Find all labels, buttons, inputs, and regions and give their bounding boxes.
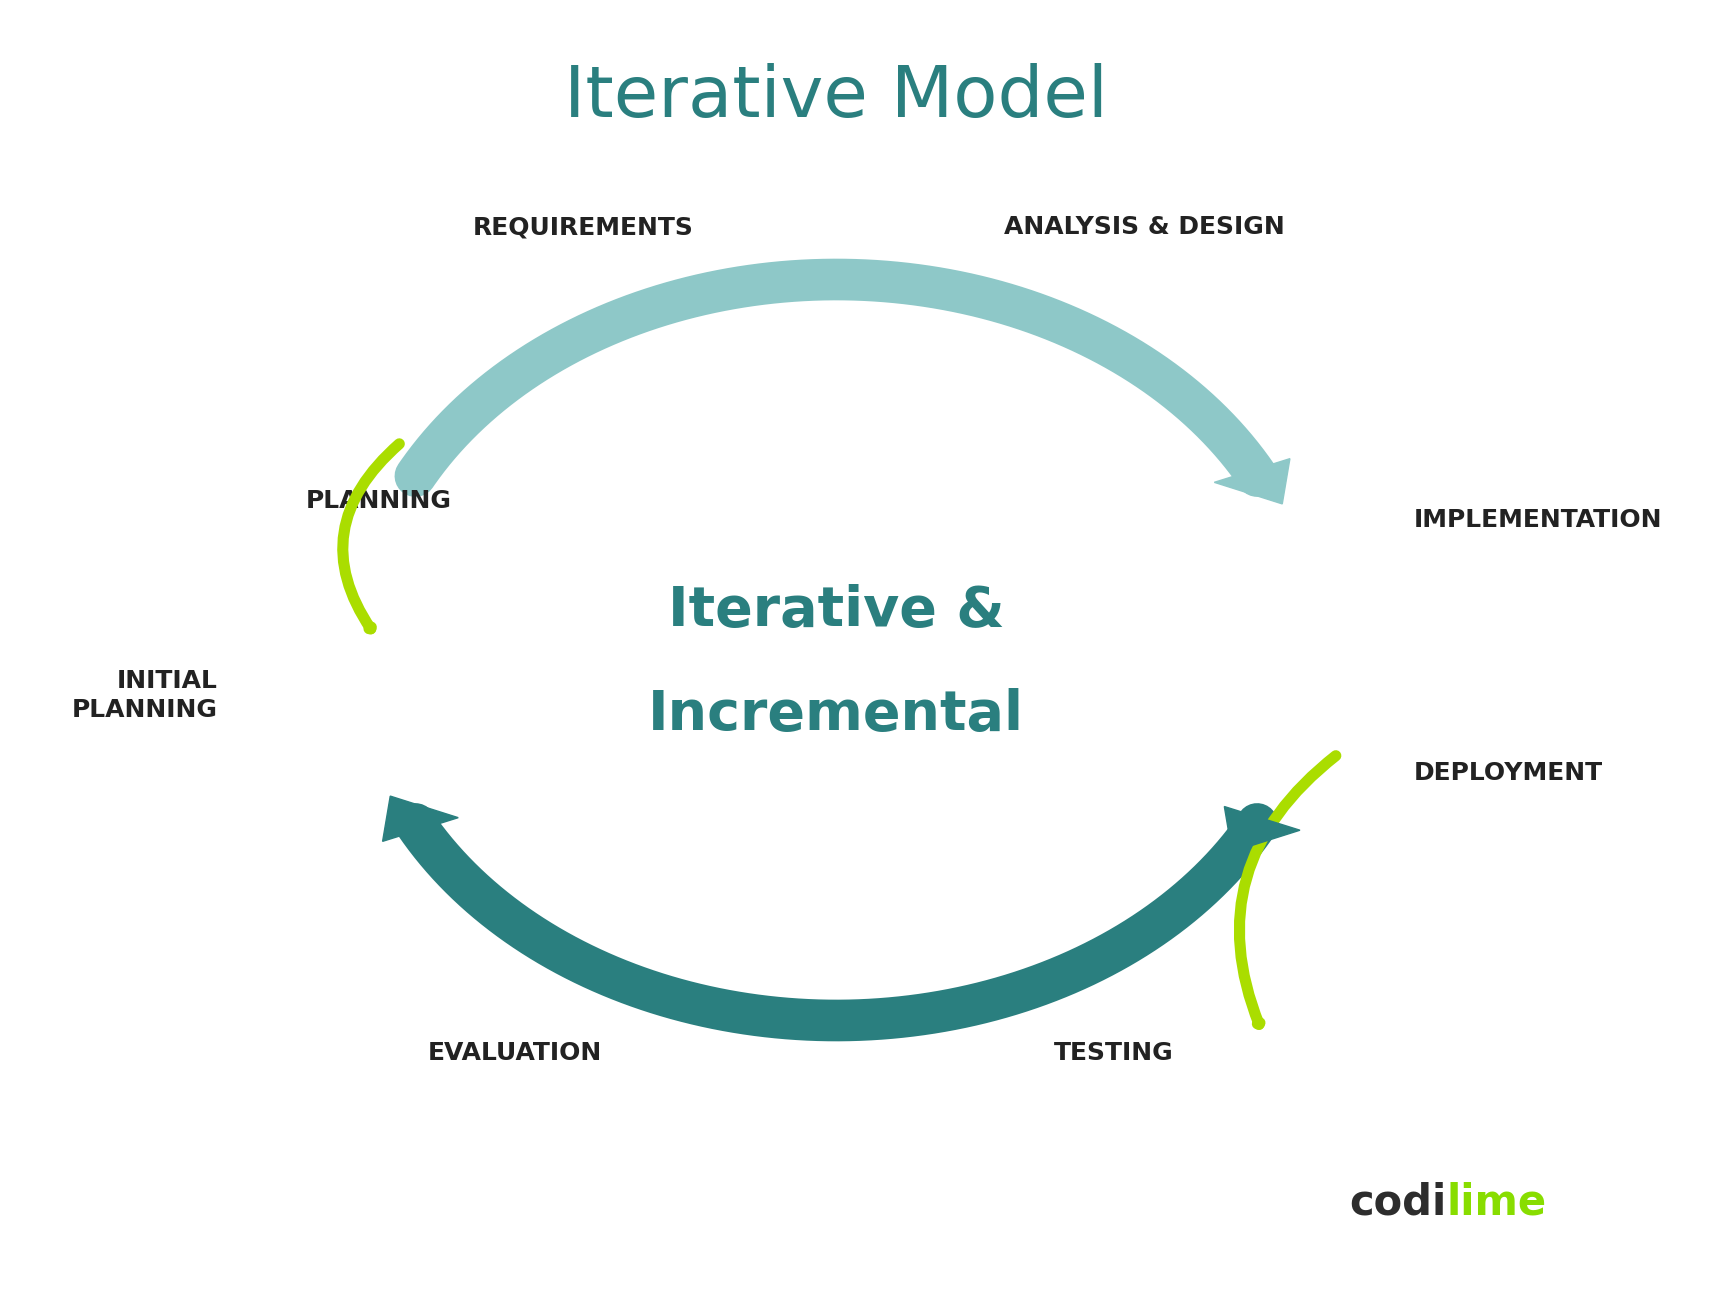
Polygon shape — [1224, 806, 1299, 852]
Polygon shape — [382, 796, 458, 841]
Text: TESTING: TESTING — [1052, 1041, 1172, 1065]
Text: INITIAL
PLANNING: INITIAL PLANNING — [72, 668, 218, 723]
Polygon shape — [1214, 459, 1289, 504]
Text: Incremental: Incremental — [648, 688, 1023, 742]
Text: IMPLEMENTATION: IMPLEMENTATION — [1412, 508, 1661, 532]
Text: DEPLOYMENT: DEPLOYMENT — [1412, 762, 1601, 785]
Text: Iterative &: Iterative & — [667, 584, 1004, 638]
Text: PLANNING: PLANNING — [305, 489, 451, 512]
Text: lime: lime — [1447, 1182, 1546, 1223]
Text: Iterative Model: Iterative Model — [564, 62, 1107, 133]
Text: ANALYSIS & DESIGN: ANALYSIS & DESIGN — [1003, 216, 1284, 239]
Text: REQUIREMENTS: REQUIREMENTS — [473, 216, 694, 239]
FancyArrowPatch shape — [343, 443, 399, 629]
Text: codi: codi — [1349, 1182, 1447, 1223]
FancyArrowPatch shape — [1239, 755, 1335, 1024]
Text: EVALUATION: EVALUATION — [427, 1041, 602, 1065]
